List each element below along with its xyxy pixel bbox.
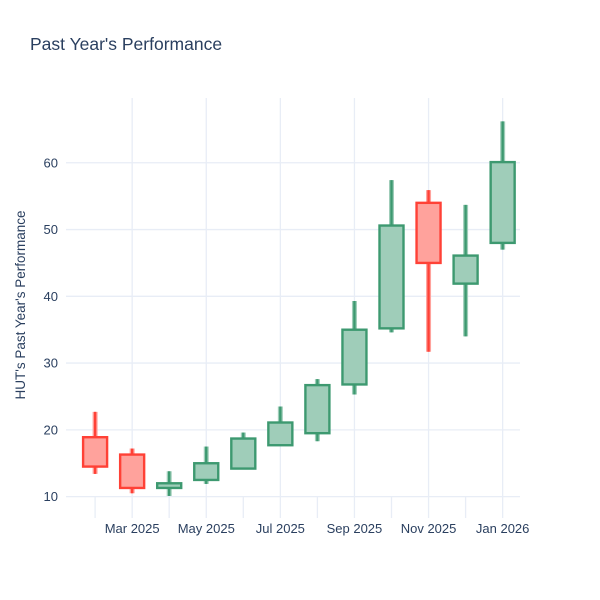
candle-body [452, 254, 479, 285]
x-tick-label: Jan 2026 [476, 521, 530, 536]
candle-nov-2025[interactable] [415, 190, 442, 352]
candle-body [415, 201, 442, 265]
candle-body [489, 160, 516, 245]
candle-body [341, 328, 368, 386]
candle-jun-2025[interactable] [230, 432, 257, 470]
candle-dec-2025[interactable] [452, 204, 479, 337]
candle-body [193, 462, 220, 482]
candle-layer [81, 121, 516, 496]
y-tick-label: 40 [44, 289, 58, 304]
candle-sep-2025[interactable] [341, 300, 368, 395]
y-tick-label: 30 [44, 356, 58, 371]
x-tick-label: Nov 2025 [401, 521, 457, 536]
candle-body [267, 421, 294, 447]
candle-mar-2025[interactable] [118, 448, 146, 494]
y-axis-title: HUT's Past Year's Performance [13, 211, 28, 400]
candle-feb-2025[interactable] [81, 411, 109, 474]
candle-apr-2025[interactable] [155, 471, 183, 496]
candle-jul-2025[interactable] [267, 406, 294, 447]
chart-title: Past Year's Performance [30, 34, 222, 54]
candle-aug-2025[interactable] [304, 379, 331, 442]
x-tick-label: Sep 2025 [327, 521, 383, 536]
candle-may-2025[interactable] [193, 446, 220, 484]
candle-body [155, 482, 183, 490]
candle-body [304, 383, 331, 435]
x-tick-label: Jul 2025 [256, 521, 305, 536]
candle-oct-2025[interactable] [378, 180, 405, 333]
candle-body [81, 436, 109, 468]
axis-label-layer: 10 20 30 40 50 60 Mar 2025 May 2025 Jul 2025 Sep … [44, 155, 530, 536]
y-tick-label: 10 [44, 489, 58, 504]
y-tick-label: 50 [44, 222, 58, 237]
candle-body [378, 224, 405, 330]
candle-body [230, 437, 257, 470]
candle-body [118, 453, 146, 490]
candle-jan-2026[interactable] [489, 121, 516, 250]
x-tick-label: Mar 2025 [105, 521, 160, 536]
y-tick-label: 20 [44, 422, 58, 437]
y-tick-label: 60 [44, 155, 58, 170]
x-tick-label: May 2025 [178, 521, 235, 536]
